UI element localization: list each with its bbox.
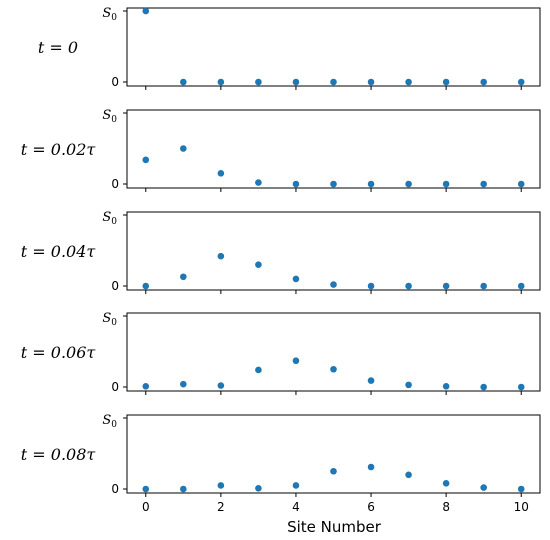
panel-frame: [126, 7, 541, 87]
panel-frame: [126, 109, 541, 189]
data-point: [330, 78, 337, 86]
y-tick-label-top: S0: [102, 108, 117, 125]
data-point: [330, 467, 337, 475]
data-point: [292, 357, 300, 365]
data-point: [217, 252, 225, 260]
data-point: [330, 281, 337, 288]
data-point: [255, 366, 262, 374]
panel-frame: [126, 312, 541, 392]
data-point: [517, 78, 525, 86]
data-point: [217, 382, 225, 389]
y-tick-label-zero: 0: [111, 380, 119, 394]
panel-frame: [126, 211, 541, 291]
data-point: [367, 377, 375, 384]
y-tick-label-symbol: S: [102, 108, 111, 123]
panel-label: t = 0.08τ: [21, 445, 97, 464]
data-point: [405, 78, 412, 86]
data-point: [142, 282, 150, 290]
data-point: [180, 273, 187, 281]
data-point: [442, 382, 450, 390]
data-point: [330, 180, 337, 188]
x-tick-label: 2: [217, 500, 225, 514]
data-point: [142, 156, 150, 164]
panel-label: t = 0.02τ: [21, 140, 97, 159]
panel-frame: [126, 414, 541, 494]
y-tick-label-symbol: S: [102, 6, 111, 21]
data-point: [180, 485, 187, 493]
data-point: [180, 78, 187, 86]
data-point: [255, 78, 262, 86]
data-point: [367, 78, 375, 86]
panel-label: t = 0: [38, 38, 78, 57]
x-tick-label: 10: [514, 500, 529, 514]
y-tick-label-top: S0: [102, 210, 117, 227]
data-point: [367, 180, 375, 188]
data-point: [142, 485, 150, 493]
data-point: [367, 463, 375, 471]
data-point: [517, 282, 525, 290]
panel-label: t = 0.04τ: [21, 242, 97, 261]
y-tick-label-subscript: 0: [111, 13, 117, 23]
x-axis-label: Site Number: [287, 518, 382, 536]
data-point: [217, 482, 225, 489]
y-tick-label-subscript: 0: [111, 115, 117, 125]
y-tick-label-top: S0: [102, 413, 117, 430]
panel-label: t = 0.06τ: [21, 343, 97, 362]
data-point: [217, 78, 225, 86]
data-point: [442, 180, 450, 188]
data-point: [480, 282, 487, 290]
x-tick-label: 4: [292, 500, 300, 514]
y-tick-label-symbol: S: [102, 413, 111, 428]
data-point: [255, 179, 262, 186]
data-point: [442, 78, 450, 86]
x-tick-label: 8: [442, 500, 450, 514]
data-point: [405, 180, 412, 188]
y-tick-label-symbol: S: [102, 210, 111, 225]
data-point: [255, 484, 262, 492]
data-point: [292, 78, 300, 86]
data-point: [517, 485, 525, 493]
data-point: [330, 365, 337, 373]
data-point: [217, 170, 225, 177]
x-tick-label: 6: [367, 500, 375, 514]
data-point: [517, 180, 525, 188]
data-point: [405, 471, 412, 479]
data-point: [255, 261, 262, 269]
data-point: [517, 383, 525, 391]
data-point: [480, 78, 487, 86]
data-point: [292, 180, 300, 188]
data-point: [442, 282, 450, 290]
x-tick-label: 0: [142, 500, 150, 514]
data-point: [142, 382, 150, 390]
data-point: [405, 282, 412, 290]
data-point: [480, 383, 487, 391]
y-tick-label-subscript: 0: [111, 318, 117, 328]
y-tick-label-zero: 0: [111, 177, 119, 191]
y-tick-label-top: S0: [102, 311, 117, 328]
data-point: [480, 484, 487, 491]
data-point: [480, 180, 487, 188]
data-point: [367, 282, 375, 290]
y-tick-label-subscript: 0: [111, 217, 117, 227]
data-point: [180, 380, 187, 388]
y-tick-label-symbol: S: [102, 311, 111, 326]
data-point: [292, 482, 300, 489]
y-tick-label-zero: 0: [111, 482, 119, 496]
data-point: [442, 480, 450, 487]
data-point: [180, 145, 187, 152]
y-tick-label-zero: 0: [111, 279, 119, 293]
y-tick-label-top: S0: [102, 6, 117, 23]
y-tick-label-zero: 0: [111, 75, 119, 89]
data-point: [292, 275, 300, 283]
data-point: [405, 381, 412, 389]
data-point: [142, 7, 150, 15]
y-tick-label-subscript: 0: [111, 420, 117, 430]
